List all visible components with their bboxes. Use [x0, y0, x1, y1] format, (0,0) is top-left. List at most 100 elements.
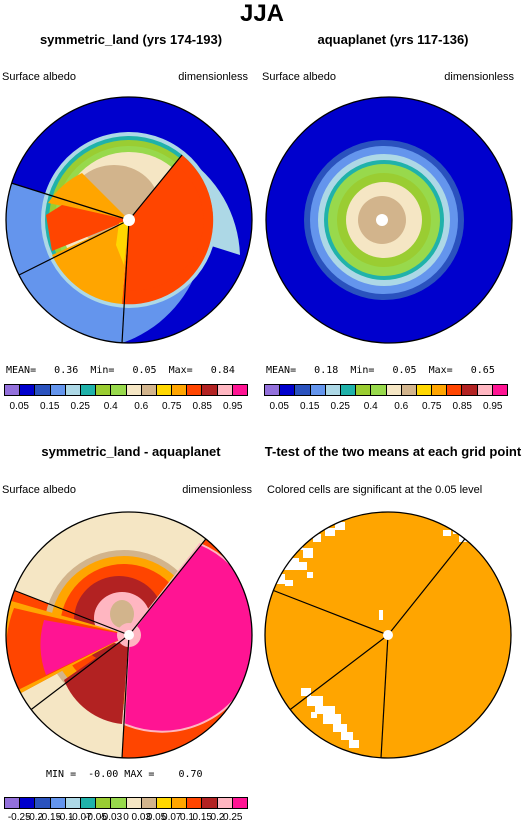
panel2-colorbar-swatch: [462, 384, 478, 396]
panel2-colorbar-swatch: [492, 384, 508, 396]
panel1-colorbar-swatch: [20, 384, 36, 396]
panel1-colorbar-swatch: [50, 384, 66, 396]
panel2-colorbar-label: 0.05: [269, 401, 289, 412]
panel2-colorbar-labels: 0.05 0.15 0.25 0.4 0.6 0.75 0.85 0.95: [264, 401, 508, 415]
panel1-colorbar-label: 0.4: [103, 401, 118, 412]
panel3-colorbar-label: 0.07: [162, 812, 182, 823]
panel1-max-value: 0.84: [210, 365, 235, 376]
panel3-colorbar-label: -0.25: [7, 812, 31, 823]
panel2-colorbar-swatch: [325, 384, 341, 396]
panel2-colorbar-swatch: [264, 384, 281, 396]
panel3-title: symmetric_land - aquaplanet: [41, 444, 221, 459]
panel3-colorbar-labels: -0.25 -0.2 -0.15 -0.1 -0.07 -0.05 -0.03 0 0.03 0.…: [4, 812, 248, 825]
panel1-title: symmetric_land (yrs 174-193): [39, 32, 223, 47]
panel1-colorbar-swatch: [4, 384, 21, 396]
panel3-colorbar-swatch: [65, 797, 81, 809]
panel1-colorbar-swatch: [111, 384, 127, 396]
panel3-colorbar-label: 0.25: [223, 812, 243, 823]
panel2-colorbar-swatch: [340, 384, 357, 396]
panel3-colorbar-label: 0.15: [192, 812, 212, 823]
panel2-variable-label: Surface albedo: [262, 71, 336, 83]
panel1-colorbar-swatch: [141, 384, 157, 396]
panel2-mean-label: MEAN=: [266, 365, 297, 376]
panel3-colorbar-label: -0.03: [99, 812, 123, 823]
panel1-polar-map: [5, 96, 253, 344]
panel2-colorbar-swatch: [432, 384, 448, 396]
panel2-colorbar-swatch: [477, 384, 493, 396]
panel1-mean-label: MEAN=: [6, 365, 37, 376]
panel1-colorbar-swatch: [65, 384, 81, 396]
panel1-colorbar-swatch: [232, 384, 248, 396]
panel2-colorbar-label: 0.95: [483, 401, 503, 412]
panel1-colorbar-label: 0.75: [162, 401, 182, 412]
panel3-colorbar-label: -0.05: [84, 812, 107, 823]
panel2-colorbar-label: 0.15: [300, 401, 320, 412]
panel2-colorbar-label: 0.25: [330, 401, 350, 412]
panel1-colorbar-swatch: [126, 384, 142, 396]
panel1-mean-value: 0.36: [54, 365, 79, 376]
panel3-colorbar-swatch: [111, 797, 127, 809]
panel1-colorbar-label: 0.05: [9, 401, 29, 412]
panel1-colorbar-swatch: [156, 384, 173, 396]
panel2-polar-map: [265, 96, 513, 344]
panel3-colorbar-swatch: [141, 797, 157, 809]
panel1-min-value: 0.05: [132, 365, 157, 376]
panel2-title: aquaplanet (yrs 117-136): [317, 32, 469, 47]
panel2-colorbar-swatch: [280, 384, 296, 396]
panel3-colorbar-label: -0.07: [68, 812, 92, 823]
panel3-min-label: MIN =: [46, 769, 77, 780]
panel3-colorbar-label: -0.15: [38, 812, 62, 823]
panel2-colorbar-swatch: [401, 384, 417, 396]
panel1-colorbar-labels: 0.05 0.15 0.25 0.4 0.6 0.75 0.85 0.95: [4, 401, 248, 415]
panel3-colorbar-swatch: [35, 797, 51, 809]
panel1-units-label: dimensionless: [178, 71, 248, 83]
panel2-colorbar-swatch: [295, 384, 311, 396]
panel2-colorbar-label: 0.4: [363, 401, 378, 412]
panel3-colorbar-swatch: [187, 797, 203, 809]
panel3-colorbar-swatch: [96, 797, 112, 809]
panel3-colorbar-swatch: [156, 797, 173, 809]
panel2-max-label: Max=: [428, 365, 453, 376]
panel1-max-label: Max=: [168, 365, 193, 376]
panel2-colorbar-label: 0.6: [394, 401, 409, 412]
panel1-colorbar-swatch: [35, 384, 51, 396]
panel3-colorbar-label: 0: [123, 812, 129, 823]
panel3-units-label: dimensionless: [182, 484, 252, 496]
panel2-colorbar-swatch: [310, 384, 326, 396]
panel3-colorbar-swatch: [20, 797, 36, 809]
panel1-colorbar-swatch: [172, 384, 188, 396]
panel2-colorbar-swatch: [447, 384, 463, 396]
panel3-colorbar: [4, 797, 248, 809]
panel1-variable-label: Surface albedo: [2, 71, 76, 83]
panel1-stats: MEAN= 0.36 Min= 0.05 Max= 0.84: [6, 365, 235, 376]
panel2-colorbar-swatch: [386, 384, 402, 396]
panel3-colorbar-label: 0.03: [131, 812, 151, 823]
panel1-colorbar-label: 0.85: [192, 401, 212, 412]
panel2-colorbar-label: 0.85: [452, 401, 472, 412]
panel1-colorbar-swatch: [80, 384, 97, 396]
panel1-colorbar-swatch: [187, 384, 203, 396]
panel2-mean-value: 0.18: [314, 365, 339, 376]
panel3-colorbar-label: 0.05: [146, 812, 167, 823]
panel1-colorbar-label: 0.15: [40, 401, 60, 412]
panel2-min-label: Min=: [350, 365, 375, 376]
panel4-title: T-test of the two means at each grid poi…: [264, 444, 522, 459]
panel3-colorbar-swatch: [217, 797, 233, 809]
panel1-colorbar-swatch: [202, 384, 218, 396]
main-title: JJA: [239, 0, 285, 27]
panel3-colorbar-swatch: [202, 797, 218, 809]
panel2-min-value: 0.05: [392, 365, 417, 376]
panel1-min-label: Min=: [90, 365, 115, 376]
panel3-colorbar-label: -0.1: [56, 812, 74, 823]
panel2-max-value: 0.65: [470, 365, 495, 376]
panel3-colorbar-swatch: [80, 797, 97, 809]
panel1-colorbar-label: 0.95: [223, 401, 243, 412]
panel3-colorbar-swatch: [172, 797, 188, 809]
panel3-colorbar-swatch: [50, 797, 66, 809]
panel4-polar-map: [264, 511, 512, 759]
panel3-max-value: 0.70: [178, 769, 203, 780]
panel2-units-label: dimensionless: [444, 71, 514, 83]
panel3-colorbar-swatch: [126, 797, 142, 809]
panel3-variable-label: Surface albedo: [2, 484, 76, 496]
panel2-colorbar-swatch: [371, 384, 387, 396]
